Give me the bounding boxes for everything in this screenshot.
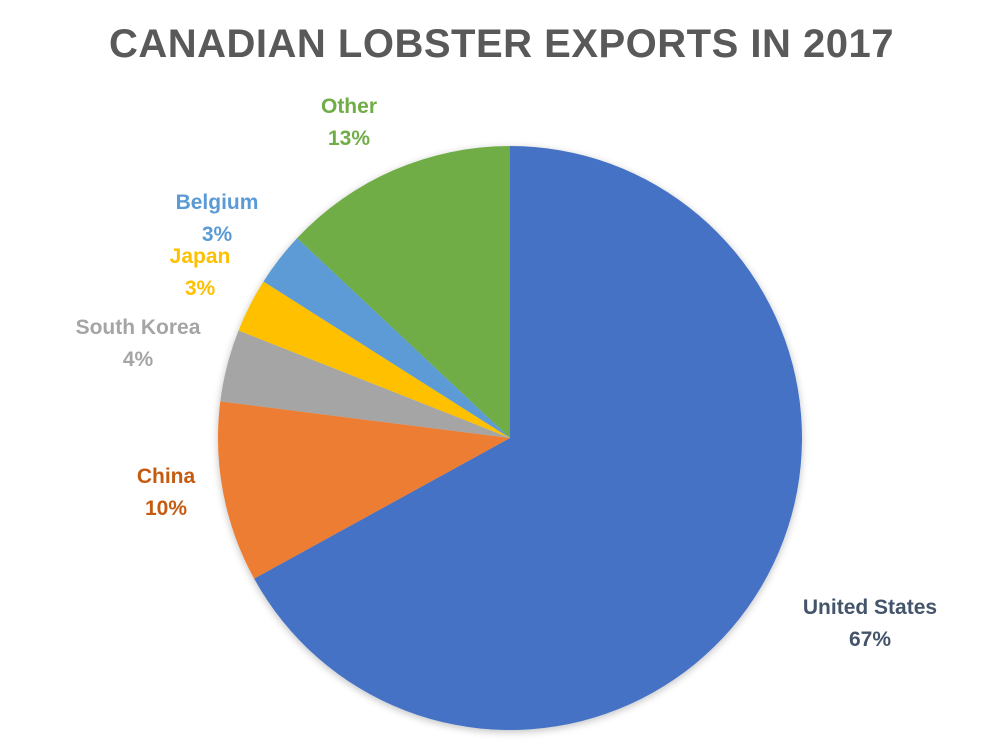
label-name: United States <box>802 596 938 619</box>
label-china: China 10% <box>116 461 216 525</box>
label-pct: 10% <box>144 497 188 520</box>
label-japan: Japan 3% <box>150 241 250 305</box>
chart-title: CANADIAN LOBSTER EXPORTS IN 2017 <box>108 22 895 66</box>
label-name: Other <box>320 95 377 118</box>
pie-slice-china <box>217 401 511 579</box>
label-other: Other 13% <box>299 91 399 155</box>
pie-slice-japan <box>238 281 510 438</box>
label-name: Belgium <box>175 191 259 214</box>
pie-slice-united-states <box>254 145 803 730</box>
label-name: Japan <box>169 245 231 268</box>
label-pct: 13% <box>327 127 371 150</box>
label-pct: 3% <box>184 277 216 300</box>
label-pct: 4% <box>122 348 154 371</box>
label-pct: 67% <box>848 628 892 651</box>
pie-slice-other <box>297 146 510 438</box>
label-name: South Korea <box>75 316 201 339</box>
label-south-korea: South Korea 4% <box>58 312 218 376</box>
label-pct: 3% <box>201 223 233 246</box>
label-united-states: United States 67% <box>770 592 970 656</box>
pie-slice-south-korea <box>220 330 511 438</box>
label-name: China <box>136 465 196 488</box>
pie-slice-belgium <box>263 238 510 438</box>
label-belgium: Belgium 3% <box>167 187 267 251</box>
